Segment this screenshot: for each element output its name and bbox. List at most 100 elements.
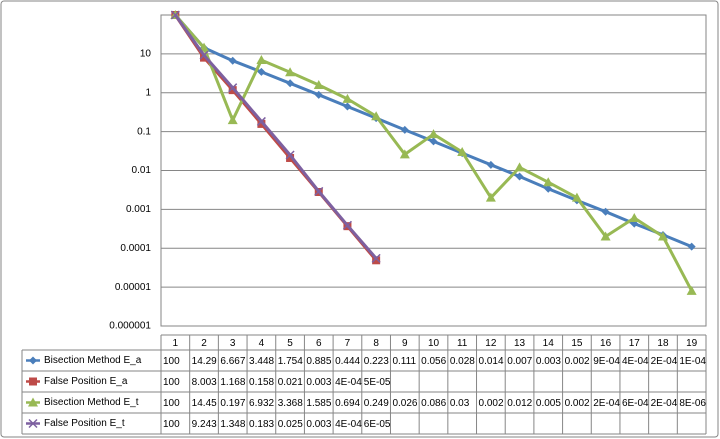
- marker: [371, 111, 382, 121]
- marker: [342, 220, 352, 230]
- table-value: 6E-05: [364, 419, 391, 430]
- table-value: 0.056: [421, 356, 446, 367]
- marker: [256, 116, 266, 126]
- x-tick-label: 2: [201, 338, 207, 349]
- table-value: 0.086: [421, 398, 446, 409]
- marker: [400, 125, 409, 134]
- x-tick-label: 14: [543, 338, 555, 349]
- marker: [28, 397, 38, 407]
- marker: [228, 83, 238, 93]
- table-value: 0.003: [306, 377, 331, 388]
- table-value: 8E-06: [679, 398, 706, 409]
- table-value: 0.002: [479, 398, 504, 409]
- legend-label: False Position E_t: [44, 418, 125, 429]
- y-tick-label: 0.1: [137, 126, 151, 137]
- legend-label: Bisection Method E_a: [44, 355, 142, 366]
- y-tick-label: 0.000001: [109, 321, 151, 332]
- table-value: 14.45: [192, 398, 217, 409]
- table-value: 0.249: [364, 398, 389, 409]
- table-value: 8.003: [192, 377, 217, 388]
- table-value: 0.444: [335, 356, 360, 367]
- x-tick-label: 18: [657, 338, 669, 349]
- table-value: 0.026: [392, 398, 417, 409]
- table-value: 1.585: [306, 398, 331, 409]
- table-value: 9E-04: [593, 356, 620, 367]
- marker: [629, 212, 640, 222]
- table-value: 0.021: [278, 377, 303, 388]
- table-value: 100: [163, 398, 180, 409]
- marker: [314, 90, 323, 99]
- table-value: 1.754: [278, 356, 303, 367]
- x-tick-label: 15: [571, 338, 583, 349]
- x-tick-label: 9: [402, 338, 408, 349]
- x-tick-label: 1: [173, 338, 179, 349]
- marker: [601, 207, 610, 216]
- table-value: 100: [163, 419, 180, 430]
- marker: [600, 231, 611, 241]
- table-value: 0.005: [536, 398, 561, 409]
- x-tick-label: 10: [428, 338, 440, 349]
- marker: [543, 177, 554, 187]
- marker: [286, 79, 295, 88]
- marker: [257, 119, 266, 128]
- x-tick-label: 13: [514, 338, 526, 349]
- marker: [342, 93, 353, 103]
- table-value: 14.29: [192, 356, 217, 367]
- x-tick-label: 8: [373, 338, 379, 349]
- table-value: 4E-04: [335, 377, 362, 388]
- marker: [314, 186, 324, 196]
- table-value: 6E-04: [622, 398, 649, 409]
- table-value: 6.932: [249, 398, 274, 409]
- marker: [29, 356, 37, 365]
- table-value: 1.168: [220, 377, 245, 388]
- marker: [428, 129, 439, 139]
- table-value: 0.03: [450, 398, 470, 409]
- marker: [544, 184, 553, 193]
- table-value: 0.025: [278, 419, 303, 430]
- table-value: 0.183: [249, 419, 274, 430]
- marker: [285, 67, 296, 77]
- table-value: 3.448: [249, 356, 274, 367]
- y-tick-label: 0.00001: [115, 282, 152, 293]
- table-value: 0.111: [392, 356, 416, 367]
- table-value: 0.158: [249, 377, 274, 388]
- x-tick-label: 5: [287, 338, 293, 349]
- table-value: 0.002: [565, 356, 590, 367]
- x-tick-label: 3: [230, 338, 236, 349]
- table-value: 0.197: [220, 398, 245, 409]
- marker: [286, 153, 295, 162]
- marker: [571, 192, 582, 202]
- table-value: 0.003: [536, 356, 561, 367]
- table-value: 9.243: [192, 419, 217, 430]
- marker: [485, 192, 496, 202]
- marker: [313, 79, 324, 89]
- marker: [657, 231, 668, 241]
- legend-label: False Position E_a: [44, 376, 128, 387]
- x-tick-label: 4: [259, 338, 265, 349]
- table-value: 100: [163, 377, 180, 388]
- y-tick-label: 0.01: [132, 165, 152, 176]
- table-value: 0.014: [479, 356, 504, 367]
- x-tick-label: 6: [316, 338, 322, 349]
- table-value: 0.885: [306, 356, 331, 367]
- marker: [457, 146, 468, 156]
- marker: [228, 56, 237, 65]
- marker: [686, 285, 697, 295]
- table-value: 0.007: [507, 356, 532, 367]
- y-tick-label: 0.001: [126, 204, 151, 215]
- table-value: 2E-04: [651, 398, 678, 409]
- marker: [429, 137, 438, 146]
- table-value: 100: [163, 356, 180, 367]
- y-tick-label: 0.0001: [120, 243, 151, 254]
- legend-label: Bisection Method E_t: [44, 397, 139, 408]
- table-value: 4E-04: [622, 356, 649, 367]
- marker: [372, 256, 381, 265]
- x-tick-label: 17: [629, 338, 641, 349]
- table-value: 0.002: [565, 398, 590, 409]
- table-value: 2E-04: [651, 356, 678, 367]
- y-tick-label: 1: [145, 87, 151, 98]
- x-tick-label: 11: [457, 338, 468, 349]
- marker: [285, 150, 295, 160]
- table-value: 0.028: [450, 356, 475, 367]
- table-value: 3.368: [278, 398, 303, 409]
